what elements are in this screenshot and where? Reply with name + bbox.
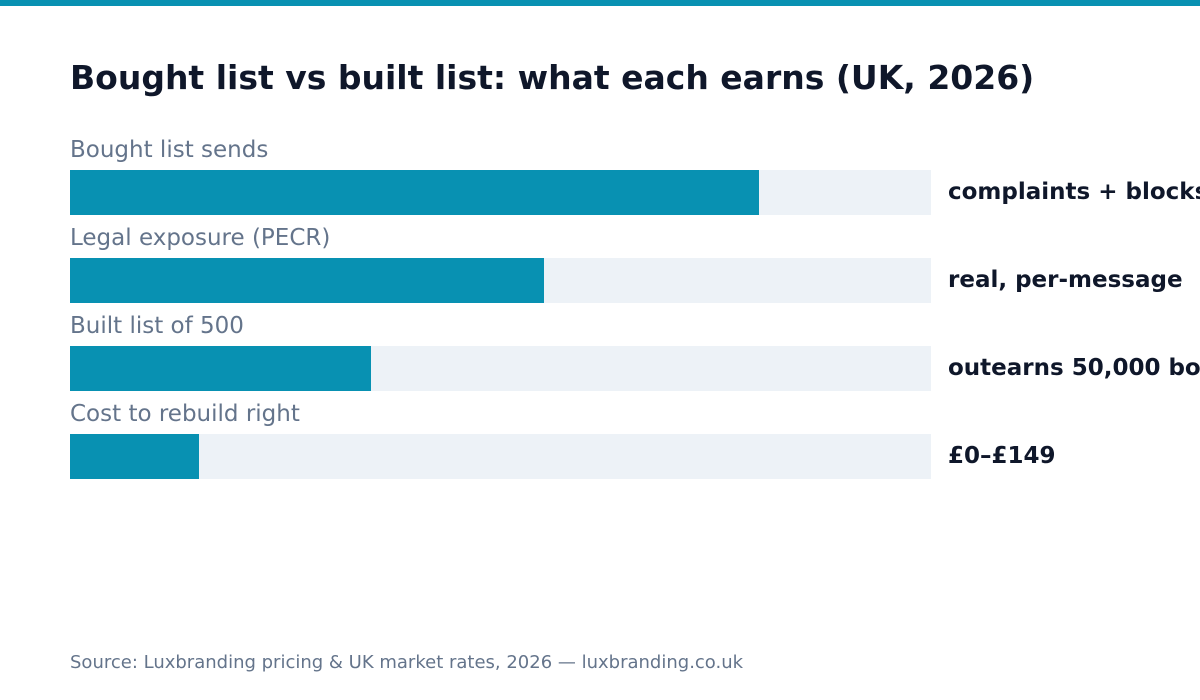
bar-track: [70, 434, 931, 479]
bar-track: [70, 170, 931, 215]
bar: [70, 346, 371, 391]
top-accent-bar: [0, 0, 1200, 6]
data-label: outearns 50,000 bought: [948, 355, 1200, 381]
bar: [70, 434, 199, 479]
chart-title: Bought list vs built list: what each ear…: [70, 58, 1035, 97]
category-label: Bought list sends: [70, 137, 269, 163]
data-label: real, per-message: [948, 267, 1183, 293]
bar: [70, 170, 759, 215]
bar-track: [70, 258, 931, 303]
data-label: £0–£149: [948, 443, 1056, 469]
bar-track: [70, 346, 931, 391]
category-label: Cost to rebuild right: [70, 401, 300, 427]
category-label: Legal exposure (PECR): [70, 225, 331, 251]
bar: [70, 258, 544, 303]
data-label: complaints + blocks: [948, 179, 1200, 205]
source-note: Source: Luxbranding pricing & UK market …: [70, 652, 744, 673]
category-label: Built list of 500: [70, 313, 244, 339]
